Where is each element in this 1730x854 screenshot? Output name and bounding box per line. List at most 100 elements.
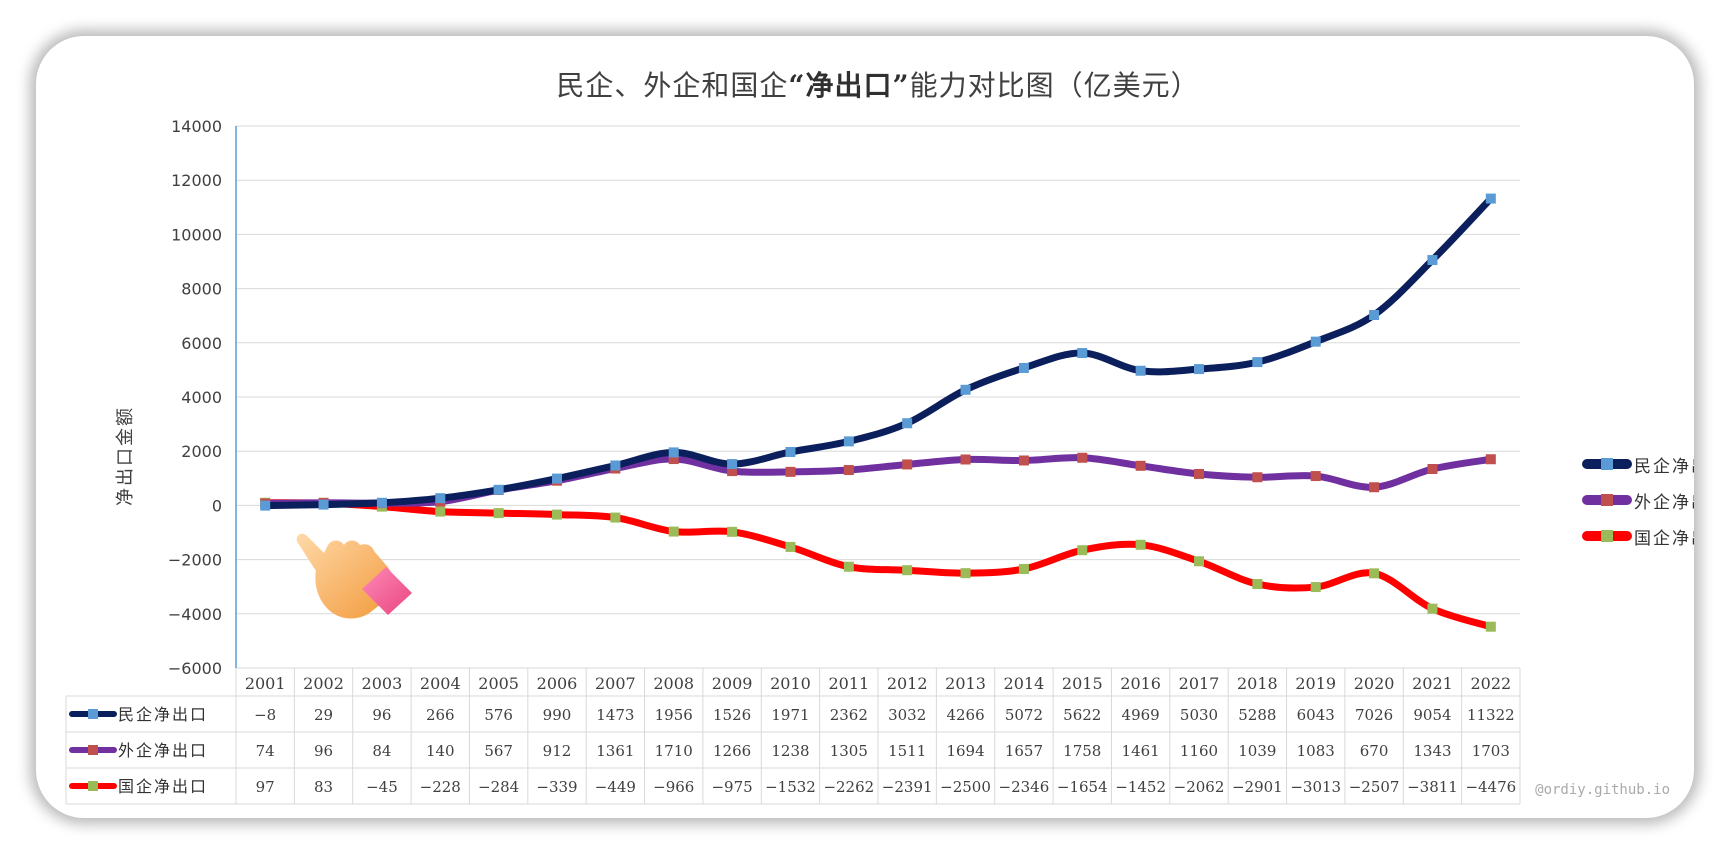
data-label-private: 1971 (771, 706, 809, 724)
data-label-private: 1956 (655, 706, 693, 724)
x-tick-label: 2016 (1120, 674, 1161, 693)
data-label-state: 83 (314, 778, 333, 796)
point-foreign (727, 466, 738, 477)
x-tick-label: 2013 (945, 674, 986, 693)
data-label-foreign: 567 (484, 742, 513, 760)
point-foreign (1018, 455, 1029, 466)
data-label-foreign: 912 (543, 742, 572, 760)
point-foreign (843, 465, 854, 476)
point-state (435, 506, 446, 517)
data-label-private: 576 (484, 706, 513, 724)
data-label-state: −1532 (765, 778, 816, 796)
legend-swatch-private (1582, 458, 1632, 470)
point-private (1310, 336, 1321, 347)
data-label-foreign: 96 (314, 742, 333, 760)
data-label-state: −1654 (1057, 778, 1108, 796)
data-label-private: 5072 (1005, 706, 1043, 724)
data-label-foreign: 1039 (1238, 742, 1276, 760)
data-label-private: 2362 (830, 706, 868, 724)
point-foreign (1077, 452, 1088, 463)
data-label-foreign: 1703 (1472, 742, 1510, 760)
point-state (785, 541, 796, 552)
data-label-private: 7026 (1355, 706, 1393, 724)
data-label-foreign: 1361 (596, 742, 634, 760)
data-label-state: −975 (711, 778, 752, 796)
point-private (1427, 255, 1438, 266)
legend-swatch-foreign (1582, 494, 1632, 506)
point-private (1077, 348, 1088, 359)
x-tick-label: 2008 (653, 674, 694, 693)
point-private (1194, 364, 1204, 375)
data-label-foreign: 1758 (1063, 742, 1101, 760)
data-label-private: 266 (426, 706, 455, 724)
point-state (1018, 563, 1029, 574)
data-label-private: 1473 (596, 706, 634, 724)
x-tick-label: 2004 (420, 674, 461, 693)
data-label-private: 5030 (1180, 706, 1218, 724)
data-label-state: −2062 (1174, 778, 1225, 796)
point-private (902, 418, 913, 429)
data-label-foreign: 1238 (771, 742, 809, 760)
data-label-foreign: 1657 (1005, 742, 1043, 760)
y-tick-label: 0 (212, 496, 222, 515)
data-label-state: −966 (653, 778, 694, 796)
point-state (1077, 545, 1088, 556)
title-emphasis: “净出口” (788, 69, 910, 102)
point-state (960, 568, 971, 579)
data-label-state: −3013 (1290, 778, 1341, 796)
data-label-private: 1526 (713, 706, 751, 724)
legend-item-foreign: 外企净出口 (1582, 482, 1694, 518)
x-tick-label: 2014 (1004, 674, 1045, 693)
point-foreign (902, 459, 913, 470)
x-tick-label: 2003 (362, 674, 403, 693)
y-tick-label: 14000 (171, 117, 222, 136)
data-label-state: 97 (256, 778, 275, 796)
x-tick-label: 2021 (1412, 674, 1453, 693)
point-foreign (1369, 482, 1380, 493)
data-label-state: −339 (536, 778, 577, 796)
title-suffix: 能力对比图（亿美元） (909, 69, 1200, 102)
legend-label-state: 国企净出口 (1634, 528, 1694, 549)
data-label-state: −228 (420, 778, 461, 796)
series-line-state (261, 499, 1495, 631)
point-state (1369, 568, 1380, 579)
data-label-state: −2262 (823, 778, 874, 796)
x-tick-label: 2012 (887, 674, 928, 693)
point-foreign (668, 454, 679, 465)
x-tick-label: 2011 (828, 674, 869, 693)
point-private (843, 436, 854, 447)
y-tick-label: 6000 (181, 334, 222, 353)
data-label-foreign: 1343 (1413, 742, 1451, 760)
data-label-state: −284 (478, 778, 519, 796)
point-state (1427, 603, 1438, 614)
table-legend-marker-state (88, 781, 98, 791)
data-label-foreign: 1461 (1122, 742, 1160, 760)
y-tick-label: −4000 (168, 605, 222, 624)
table-legend-marker-private (88, 709, 98, 719)
table-row-label-foreign: 外企净出口 (118, 741, 208, 760)
data-label-state: −2500 (940, 778, 991, 796)
x-tick-label: 2017 (1179, 674, 1220, 693)
series-line-private (261, 195, 1495, 510)
point-private (376, 497, 387, 508)
data-label-private: 11322 (1467, 706, 1515, 724)
x-tick-label: 2001 (245, 674, 286, 693)
table-row-label-state: 国企净出口 (118, 777, 208, 796)
data-label-foreign: 1511 (888, 742, 926, 760)
data-label-state: −2507 (1349, 778, 1400, 796)
point-private (1018, 362, 1029, 373)
legend-label-private: 民企净出口 (1634, 456, 1694, 477)
point-state (1194, 556, 1204, 567)
chart-legend: 民企净出口外企净出口国企净出口 (1582, 446, 1694, 554)
point-private (668, 447, 679, 458)
data-label-private: 29 (314, 706, 333, 724)
point-state (610, 512, 621, 523)
point-private (552, 473, 562, 484)
point-state (1135, 539, 1146, 550)
point-private (785, 446, 796, 457)
data-label-private: 4266 (946, 706, 984, 724)
point-private (318, 499, 329, 510)
data-label-private: 3032 (888, 706, 926, 724)
data-label-state: −2346 (999, 778, 1050, 796)
point-private (260, 500, 271, 511)
